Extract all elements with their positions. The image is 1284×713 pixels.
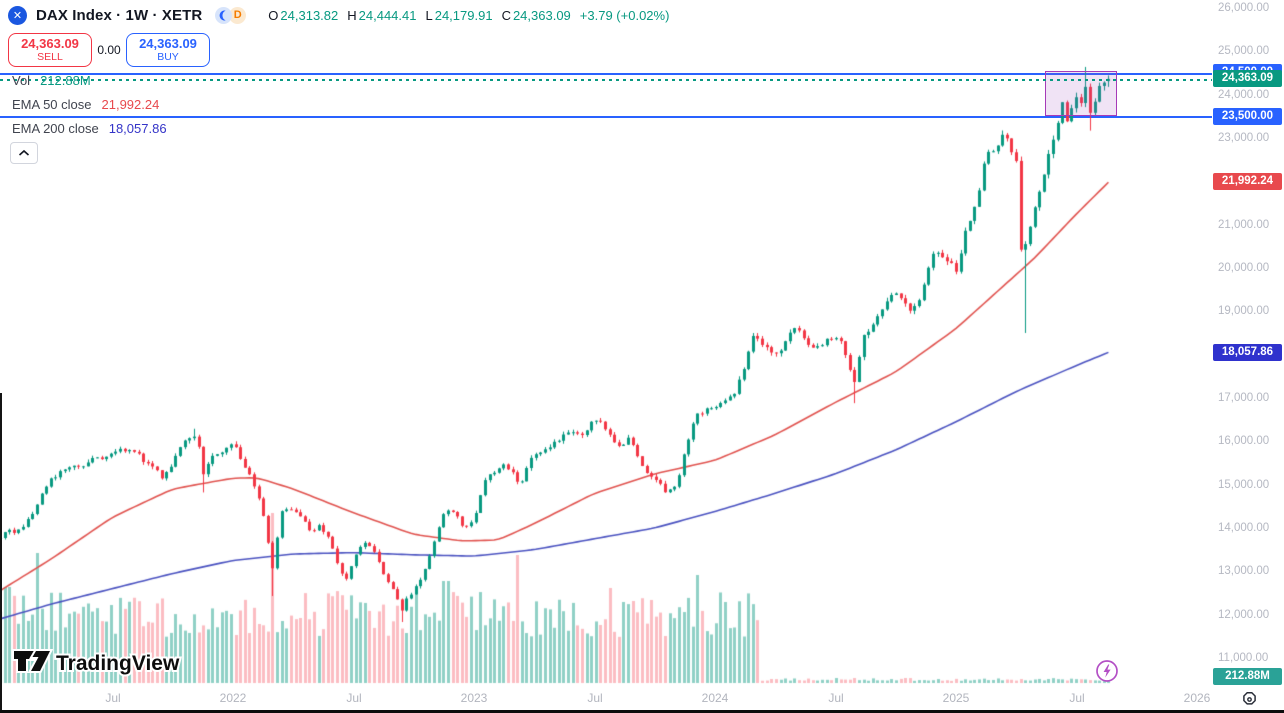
chevron-up-icon <box>18 149 30 156</box>
time-tick-label: Jul <box>105 691 121 705</box>
symbol-logo: ✕ <box>8 5 27 25</box>
time-axis[interactable]: Jul 2022 Jul 2023 Jul 2024 Jul 2025 Jul 2026 <box>0 686 1284 710</box>
change-value: +3.79 (+0.02%) <box>579 7 670 23</box>
time-tick-label: 2022 <box>219 691 247 705</box>
price-tick-label: 16,000.00 <box>1218 435 1270 447</box>
close-label: C <box>501 7 511 23</box>
trade-panel: 24,363.09 SELL 0.00 24,363.09 BUY <box>8 33 210 67</box>
time-tick-label: Jul <box>828 691 844 705</box>
price-badge-volume-value: 212.88M <box>1213 668 1282 685</box>
price-tick-label: 24,000.00 <box>1218 89 1270 101</box>
sell-button[interactable]: 24,363.09 SELL <box>8 33 92 67</box>
window-edge-bottom <box>0 710 1284 713</box>
price-tick-label: 20,000.00 <box>1218 262 1270 274</box>
price-tick-label: 21,000.00 <box>1218 219 1270 231</box>
time-tick-label: Jul <box>1069 691 1085 705</box>
highlight-box[interactable] <box>1045 71 1117 116</box>
price-tick-label: 15,000.00 <box>1218 479 1270 491</box>
market-status-pill[interactable]: D <box>215 6 247 24</box>
symbol-header: ✕ DAX Index · 1W · XETR D O 24,313.82 H 24… <box>8 4 669 26</box>
low-value: 24,179.91 <box>434 7 493 23</box>
close-value: 24,363.09 <box>512 7 571 23</box>
price-chart-canvas[interactable] <box>0 0 1212 686</box>
moon-icon <box>215 6 233 24</box>
price-badge-ema200-value: 18,057.86 <box>1213 344 1282 361</box>
buy-label: BUY <box>157 51 179 64</box>
flash-order-button[interactable] <box>1095 659 1119 683</box>
collapse-legend-button[interactable] <box>10 142 38 164</box>
price-tick-label: 17,000.00 <box>1218 392 1270 404</box>
price-tick-label: 26,000.00 <box>1218 2 1270 14</box>
price-badge-ema50-value: 21,992.24 <box>1213 173 1282 190</box>
buy-price: 24,363.09 <box>139 35 197 51</box>
price-tick-label: 11,000.00 <box>1218 652 1269 664</box>
time-tick-label: 2025 <box>942 691 970 705</box>
price-tick-label: 14,000.00 <box>1218 522 1270 534</box>
time-tick-label: 2024 <box>701 691 729 705</box>
volume-label: Vol <box>12 72 31 88</box>
price-badge-hline-lower: 23,500.00 <box>1213 108 1282 125</box>
open-value: 24,313.82 <box>280 7 339 23</box>
price-tick-label: 19,000.00 <box>1218 305 1270 317</box>
price-tick-label: 13,000.00 <box>1218 565 1270 577</box>
buy-button[interactable]: 24,363.09 BUY <box>126 33 210 67</box>
symbol-title[interactable]: DAX Index · 1W · XETR <box>36 6 203 24</box>
window-edge-left <box>0 393 2 710</box>
price-axis[interactable]: 26,000.00 25,000.00 24,000.00 23,000.00 21,0… <box>1212 0 1284 686</box>
spread-value: 0.00 <box>97 43 121 57</box>
sell-label: SELL <box>37 51 63 64</box>
tradingview-watermark[interactable]: TradingView <box>10 645 195 682</box>
ema50-label: EMA 50 close <box>12 96 92 112</box>
ema50-legend-value: 21,992.24 <box>101 96 160 112</box>
ohlc-readout: O 24,313.82 H 24,444.41 L 24,179.91 C 24,363… <box>261 8 669 23</box>
price-tick-label: 12,000.00 <box>1218 609 1270 621</box>
price-tick-label: 23,000.00 <box>1218 132 1270 144</box>
low-label: L <box>425 7 433 23</box>
price-tick-label: 25,000.00 <box>1218 45 1270 57</box>
ema200-legend-value: 18,057.86 <box>108 120 167 136</box>
legend-ema50[interactable]: EMA 50 close 21,992.24 <box>12 96 159 112</box>
lightning-icon <box>1096 660 1118 682</box>
ema200-label: EMA 200 close <box>12 120 99 136</box>
open-label: O <box>268 7 279 23</box>
watermark-text: TradingView <box>56 652 180 675</box>
sell-price: 24,363.09 <box>21 35 79 51</box>
time-tick-label: 2026 <box>1183 691 1211 705</box>
legend-ema200[interactable]: EMA 200 close 18,057.86 <box>12 120 167 136</box>
axis-settings-gear-icon[interactable] <box>1238 687 1260 709</box>
time-tick-label: 2023 <box>460 691 488 705</box>
high-label: H <box>347 7 357 23</box>
price-badge-last-price: 24,363.09 <box>1213 70 1282 87</box>
time-tick-label: Jul <box>587 691 603 705</box>
time-tick-label: Jul <box>346 691 362 705</box>
current-price-line <box>0 79 1212 81</box>
delayed-data-icon: D <box>229 6 247 24</box>
legend-volume[interactable]: Vol 212.88M <box>12 72 91 88</box>
high-value: 24,444.41 <box>358 7 417 23</box>
volume-legend-value: 212.88M <box>40 72 91 88</box>
chart-pane: ✕ DAX Index · 1W · XETR D O 24,313.82 H 24… <box>0 0 1212 686</box>
